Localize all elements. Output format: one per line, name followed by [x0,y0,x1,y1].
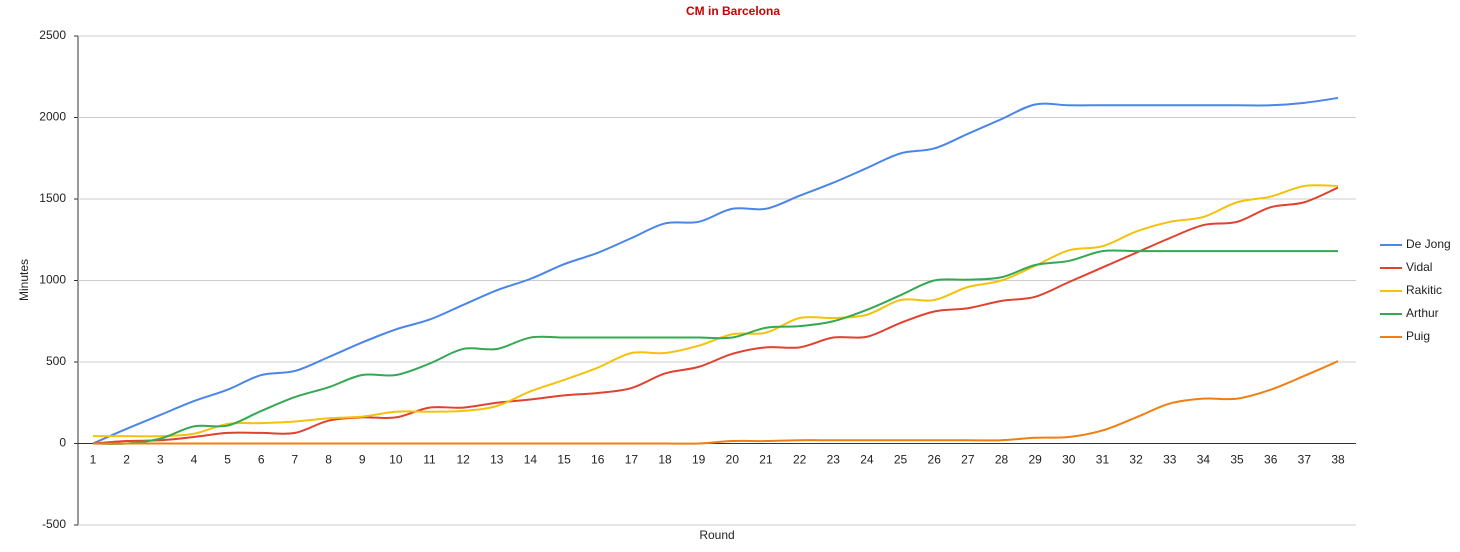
x-tick-label: 22 [793,453,807,467]
x-tick-label: 17 [625,453,639,467]
x-tick-label: 10 [389,453,403,467]
x-tick-label: 26 [928,453,942,467]
y-tick-label: 1500 [39,191,66,205]
legend-label: Vidal [1406,260,1432,274]
x-tick-label: 25 [894,453,908,467]
x-tick-label: 23 [827,453,841,467]
x-tick-label: 29 [1028,453,1042,467]
x-tick-label: 4 [191,453,198,467]
series-line [92,360,1339,445]
x-tick-label: 9 [359,453,366,467]
x-tick-label: 32 [1129,453,1143,467]
x-tick-label: 8 [325,453,332,467]
y-tick-label: -500 [42,517,66,531]
y-tick-label: 1000 [39,273,66,287]
legend-label: Rakitic [1406,283,1442,297]
x-tick-label: 12 [456,453,470,467]
x-tick-label: 27 [961,453,975,467]
chart-title: CM in Barcelona [686,4,780,18]
x-tick-label: 30 [1062,453,1076,467]
legend-label: De Jong [1406,237,1451,251]
x-tick-label: 33 [1163,453,1177,467]
series-line [92,249,1338,445]
legend-label: Puig [1406,329,1430,343]
x-tick-label: 24 [860,453,874,467]
y-tick-label: 2500 [39,28,66,42]
x-tick-label: 14 [524,453,538,467]
legend-label: Arthur [1406,306,1439,320]
x-axis-label: Round [699,528,734,542]
x-tick-label: 11 [423,453,436,467]
series-line [93,184,1339,438]
y-axis-label: Minutes [17,259,31,301]
x-tick-label: 15 [557,453,571,467]
y-tick-label: 0 [59,436,66,450]
x-tick-label: 6 [258,453,265,467]
x-tick-label: 37 [1298,453,1312,467]
y-tick-label: 2000 [39,110,66,124]
x-tick-label: 1 [90,453,97,467]
x-tick-label: 3 [157,453,164,467]
x-tick-label: 20 [726,453,740,467]
x-tick-label: 21 [759,453,773,467]
y-tick-label: 500 [46,354,66,368]
x-tick-label: 31 [1096,453,1110,467]
x-tick-label: 7 [292,453,299,467]
series-line [92,96,1339,445]
x-tick-label: 16 [591,453,605,467]
x-tick-label: 36 [1264,453,1278,467]
x-tick-label: 13 [490,453,504,467]
x-tick-label: 35 [1230,453,1244,467]
x-tick-label: 38 [1331,453,1345,467]
x-tick-label: 2 [123,453,130,467]
series-line [92,186,1339,445]
x-tick-label: 5 [224,453,231,467]
x-tick-label: 28 [995,453,1009,467]
x-tick-label: 18 [658,453,672,467]
x-tick-label: 19 [692,453,706,467]
x-tick-label: 34 [1197,453,1211,467]
